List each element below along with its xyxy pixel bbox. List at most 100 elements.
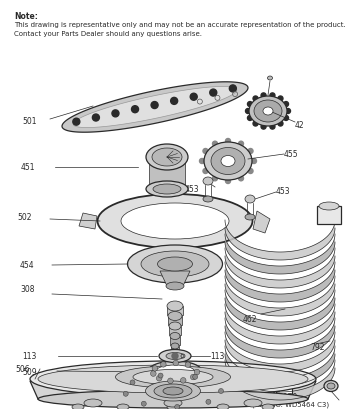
Text: 455: 455: [284, 150, 299, 159]
Ellipse shape: [319, 202, 339, 211]
Text: 501: 501: [22, 116, 36, 125]
Text: SEE SUMP & MOTOR
MECHANISM PAGE: SEE SUMP & MOTOR MECHANISM PAGE: [202, 377, 289, 396]
Ellipse shape: [117, 404, 129, 409]
Text: 792: 792: [310, 343, 324, 352]
Circle shape: [199, 159, 204, 164]
Circle shape: [278, 97, 283, 102]
Ellipse shape: [204, 143, 252, 180]
Circle shape: [248, 149, 253, 154]
Ellipse shape: [98, 195, 252, 248]
Circle shape: [150, 371, 156, 376]
Ellipse shape: [167, 404, 179, 409]
Ellipse shape: [171, 354, 179, 359]
Text: 502: 502: [17, 213, 32, 222]
Circle shape: [247, 102, 252, 107]
Ellipse shape: [244, 399, 262, 407]
Circle shape: [212, 142, 217, 147]
Text: 453: 453: [185, 185, 199, 194]
Ellipse shape: [163, 387, 183, 395]
Ellipse shape: [146, 381, 201, 401]
Circle shape: [132, 106, 139, 113]
Circle shape: [141, 401, 146, 406]
Polygon shape: [317, 207, 341, 225]
Circle shape: [284, 116, 288, 121]
Polygon shape: [169, 326, 181, 335]
Circle shape: [225, 179, 231, 184]
Circle shape: [203, 149, 208, 154]
Polygon shape: [73, 87, 237, 128]
Ellipse shape: [211, 148, 245, 175]
Polygon shape: [79, 213, 97, 229]
Ellipse shape: [84, 399, 102, 407]
Circle shape: [173, 360, 178, 366]
Circle shape: [212, 176, 217, 181]
Ellipse shape: [164, 399, 182, 407]
Text: Note:: Note:: [14, 12, 38, 21]
Ellipse shape: [146, 145, 188, 171]
Text: 506: 506: [15, 364, 30, 373]
Circle shape: [261, 94, 266, 99]
Ellipse shape: [245, 214, 255, 220]
Ellipse shape: [171, 343, 179, 349]
Ellipse shape: [159, 350, 191, 363]
Ellipse shape: [146, 182, 188, 198]
Circle shape: [261, 125, 266, 130]
Ellipse shape: [166, 282, 184, 290]
Circle shape: [206, 399, 211, 405]
Polygon shape: [171, 346, 179, 355]
Ellipse shape: [249, 97, 287, 127]
Circle shape: [247, 116, 252, 121]
Ellipse shape: [327, 383, 335, 389]
Circle shape: [123, 391, 128, 396]
Circle shape: [194, 369, 200, 375]
Ellipse shape: [324, 380, 338, 391]
Polygon shape: [171, 356, 179, 365]
Polygon shape: [160, 271, 190, 286]
Text: 462: 462: [243, 315, 258, 324]
Circle shape: [238, 176, 244, 181]
Ellipse shape: [154, 384, 192, 398]
Ellipse shape: [152, 148, 182, 166]
Circle shape: [112, 110, 119, 117]
Circle shape: [92, 115, 99, 122]
Polygon shape: [253, 211, 270, 234]
Circle shape: [253, 97, 258, 102]
Circle shape: [245, 109, 251, 114]
Circle shape: [286, 109, 290, 114]
Circle shape: [253, 122, 258, 127]
Ellipse shape: [166, 353, 184, 360]
Text: 113: 113: [22, 352, 36, 361]
Ellipse shape: [203, 178, 213, 186]
Text: 451: 451: [21, 163, 35, 172]
Polygon shape: [167, 306, 183, 315]
Ellipse shape: [38, 365, 308, 393]
Ellipse shape: [262, 404, 274, 409]
Text: (ART NO. WD5464 C3): (ART NO. WD5464 C3): [252, 401, 329, 407]
Circle shape: [152, 366, 158, 371]
Circle shape: [210, 90, 217, 97]
Ellipse shape: [38, 390, 308, 408]
Ellipse shape: [168, 312, 182, 321]
Circle shape: [252, 159, 257, 164]
Ellipse shape: [221, 156, 235, 167]
Circle shape: [193, 374, 198, 380]
Ellipse shape: [153, 184, 181, 195]
Circle shape: [190, 374, 196, 380]
Circle shape: [270, 94, 275, 99]
Circle shape: [278, 122, 283, 127]
Circle shape: [218, 389, 224, 393]
Polygon shape: [149, 157, 185, 189]
Ellipse shape: [30, 361, 316, 397]
Circle shape: [181, 378, 186, 383]
Polygon shape: [168, 316, 182, 325]
Circle shape: [284, 102, 288, 107]
Circle shape: [203, 169, 208, 174]
Circle shape: [190, 94, 197, 101]
Circle shape: [73, 119, 80, 126]
Text: 113: 113: [210, 352, 224, 361]
Ellipse shape: [121, 204, 229, 239]
Ellipse shape: [169, 322, 181, 330]
Ellipse shape: [170, 333, 180, 339]
Ellipse shape: [127, 245, 223, 283]
Text: DW-1070: DW-1070: [262, 392, 297, 401]
